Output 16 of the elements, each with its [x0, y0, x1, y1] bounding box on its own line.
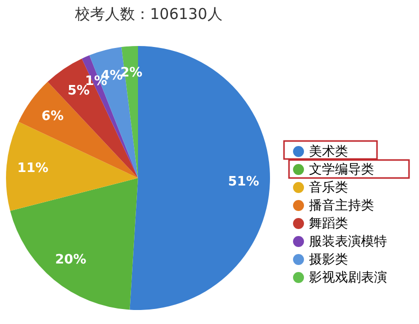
legend-label: 美术类	[309, 144, 348, 160]
data-label: 51%	[228, 174, 260, 190]
pie-slice	[6, 122, 138, 211]
legend-label: 播音主持类	[309, 198, 374, 214]
legend-label: 舞蹈类	[309, 216, 348, 232]
legend-label: 服装表演模特	[309, 234, 387, 250]
legend-label: 文学编导类	[309, 162, 374, 178]
pie-slice	[10, 178, 138, 310]
legend-label: 音乐类	[309, 180, 348, 196]
chart-title: 校考人数：106130人	[74, 5, 222, 23]
data-label: 11%	[17, 161, 48, 176]
legend-label: 影视戏剧表演	[309, 270, 387, 286]
legend-label: 摄影类	[309, 252, 348, 268]
data-label: 5%	[68, 84, 90, 99]
data-label: 20%	[55, 252, 86, 268]
data-label: 6%	[42, 108, 64, 124]
